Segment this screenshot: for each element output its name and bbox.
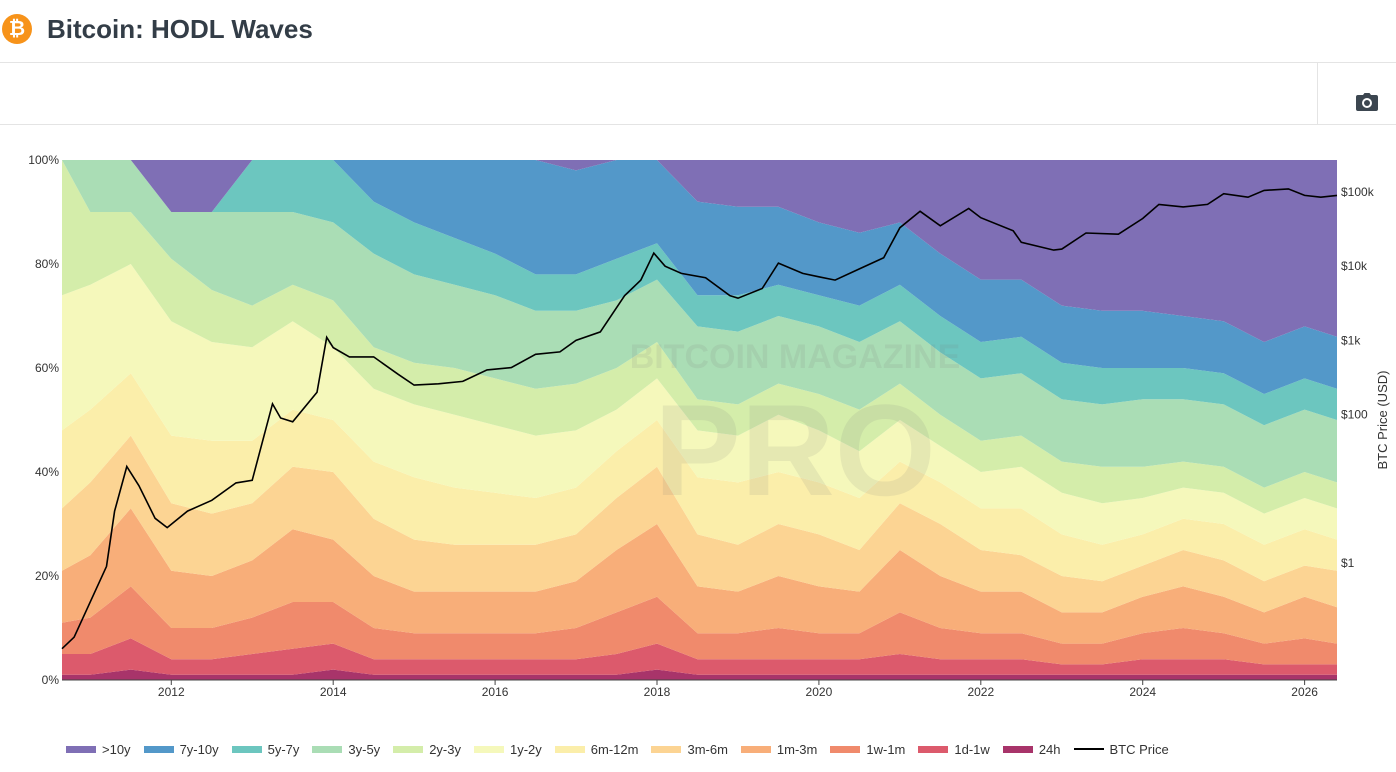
- legend-item[interactable]: 5y-7y: [231, 741, 300, 757]
- legend-swatch: [66, 745, 96, 753]
- x-tick-label: 2014: [320, 685, 347, 699]
- area-2y-3y: [62, 160, 1337, 514]
- chart-toolbar: [0, 62, 1396, 125]
- legend-label: 2y-3y: [429, 741, 461, 757]
- x-tick-label: 2012: [158, 685, 185, 699]
- legend-label: 24h: [1038, 741, 1061, 757]
- x-tick-label: 2016: [482, 685, 509, 699]
- bitcoin-logo-icon: ₿: [2, 14, 32, 44]
- y-tick-label: 80%: [35, 257, 59, 271]
- legend-label: 7y-10y: [179, 741, 219, 757]
- y2-tick-label: $10k: [1341, 259, 1368, 273]
- legend-item[interactable]: 1m-3m: [740, 741, 818, 757]
- legend-item[interactable]: >10y: [66, 742, 131, 757]
- y-tick-label: 0%: [42, 673, 60, 687]
- chart-legend: >10y 7y-10y 5y-7y 3y-5y 2y-3y 1y-2y 6m-12m 3m-6…: [66, 740, 1182, 758]
- legend-label: 1y-2y: [509, 741, 542, 757]
- legend-label: >10y: [102, 741, 131, 757]
- page-header: ₿ Bitcoin: HODL Waves: [0, 0, 1396, 63]
- area-1m-3m: [62, 508, 1337, 644]
- legend-label: 1d-1w: [954, 741, 990, 757]
- legend-item[interactable]: BTC Price: [1073, 741, 1169, 757]
- btc-price-line: [61, 188, 1338, 650]
- y2-tick-label: $1: [1341, 556, 1355, 570]
- legend-item[interactable]: 7y-10y: [143, 741, 219, 757]
- area-5y-7y: [62, 160, 1337, 426]
- y-tick-label: 20%: [35, 569, 59, 583]
- legend-item[interactable]: 3m-6m: [651, 741, 728, 757]
- y-tick-label: 60%: [35, 361, 59, 375]
- y2-tick-label: $100: [1341, 408, 1368, 422]
- legend-label: 5y-7y: [267, 741, 300, 757]
- legend-item[interactable]: 6m-12m: [554, 741, 639, 757]
- x-tick-label: 2020: [806, 685, 833, 699]
- legend-swatch: [1002, 745, 1033, 753]
- x-tick-label: 2022: [967, 685, 994, 699]
- legend-label: 3y-5y: [348, 741, 381, 757]
- x-axis: 2012 2014 2016 2018 2020 2022 2024 2026: [62, 679, 1337, 699]
- area-1w-1m: [62, 586, 1337, 665]
- y-axis-right: $1 $100 $1k $10k $100k: [1341, 185, 1375, 570]
- x-tick-label: 2024: [1129, 685, 1156, 699]
- y-tick-label: 40%: [35, 465, 59, 479]
- legend-swatch: [312, 745, 343, 753]
- area-6m-12m: [62, 373, 1337, 582]
- camera-icon[interactable]: [1356, 93, 1378, 111]
- area-gt-10y: [62, 160, 1337, 342]
- area-1y-2y: [62, 264, 1337, 545]
- area-3y-5y: [62, 160, 1337, 488]
- legend-swatch: [554, 745, 585, 753]
- legend-item[interactable]: 24h: [1002, 741, 1061, 757]
- legend-label: 1m-3m: [776, 741, 818, 757]
- legend-label: 3m-6m: [687, 741, 728, 757]
- toolbar-divider: [1317, 62, 1318, 124]
- x-tick-label: 2026: [1291, 685, 1318, 699]
- legend-swatch: [740, 745, 771, 753]
- legend-swatch: [651, 745, 682, 753]
- legend-swatch: [473, 745, 504, 753]
- legend-item[interactable]: 1w-1m: [830, 742, 905, 757]
- watermark-line1: BITCOIN MAGAZINE: [630, 338, 961, 376]
- hodl-waves-chart: BITCOIN MAGAZINE PRO 0%20%40%60%80%100% …: [28, 153, 1390, 699]
- x-tick-label: 2018: [644, 685, 671, 699]
- page-title: Bitcoin: HODL Waves: [47, 14, 313, 44]
- legend-swatch: [1073, 748, 1104, 750]
- legend-label: 1w-1m: [866, 741, 906, 757]
- y-axis-left: 0% 20% 40% 60% 80% 100%: [28, 153, 59, 687]
- y2-tick-label: $100k: [1341, 185, 1375, 199]
- watermark: BITCOIN MAGAZINE PRO: [630, 338, 961, 523]
- legend-item[interactable]: 2y-3y: [393, 742, 461, 757]
- watermark-line2: PRO: [654, 377, 936, 523]
- y-tick-label: 100%: [28, 153, 59, 167]
- legend-swatch: [393, 745, 424, 753]
- legend-item[interactable]: 1d-1w: [918, 741, 990, 757]
- area-1d-1w: [62, 638, 1337, 675]
- y2-tick-label: $1k: [1341, 333, 1361, 347]
- legend-item[interactable]: 3y-5y: [312, 742, 380, 757]
- legend-swatch: [231, 745, 262, 753]
- area-3m-6m: [62, 435, 1337, 613]
- y2-axis-label: BTC Price (USD): [1375, 371, 1390, 470]
- stacked-areas: [62, 160, 1337, 680]
- legend-label: BTC Price: [1109, 741, 1169, 757]
- legend-swatch: [918, 745, 949, 753]
- legend-swatch: [143, 745, 174, 753]
- legend-swatch: [830, 745, 861, 753]
- legend-label: 6m-12m: [590, 741, 639, 757]
- legend-item[interactable]: 1y-2y: [473, 741, 542, 757]
